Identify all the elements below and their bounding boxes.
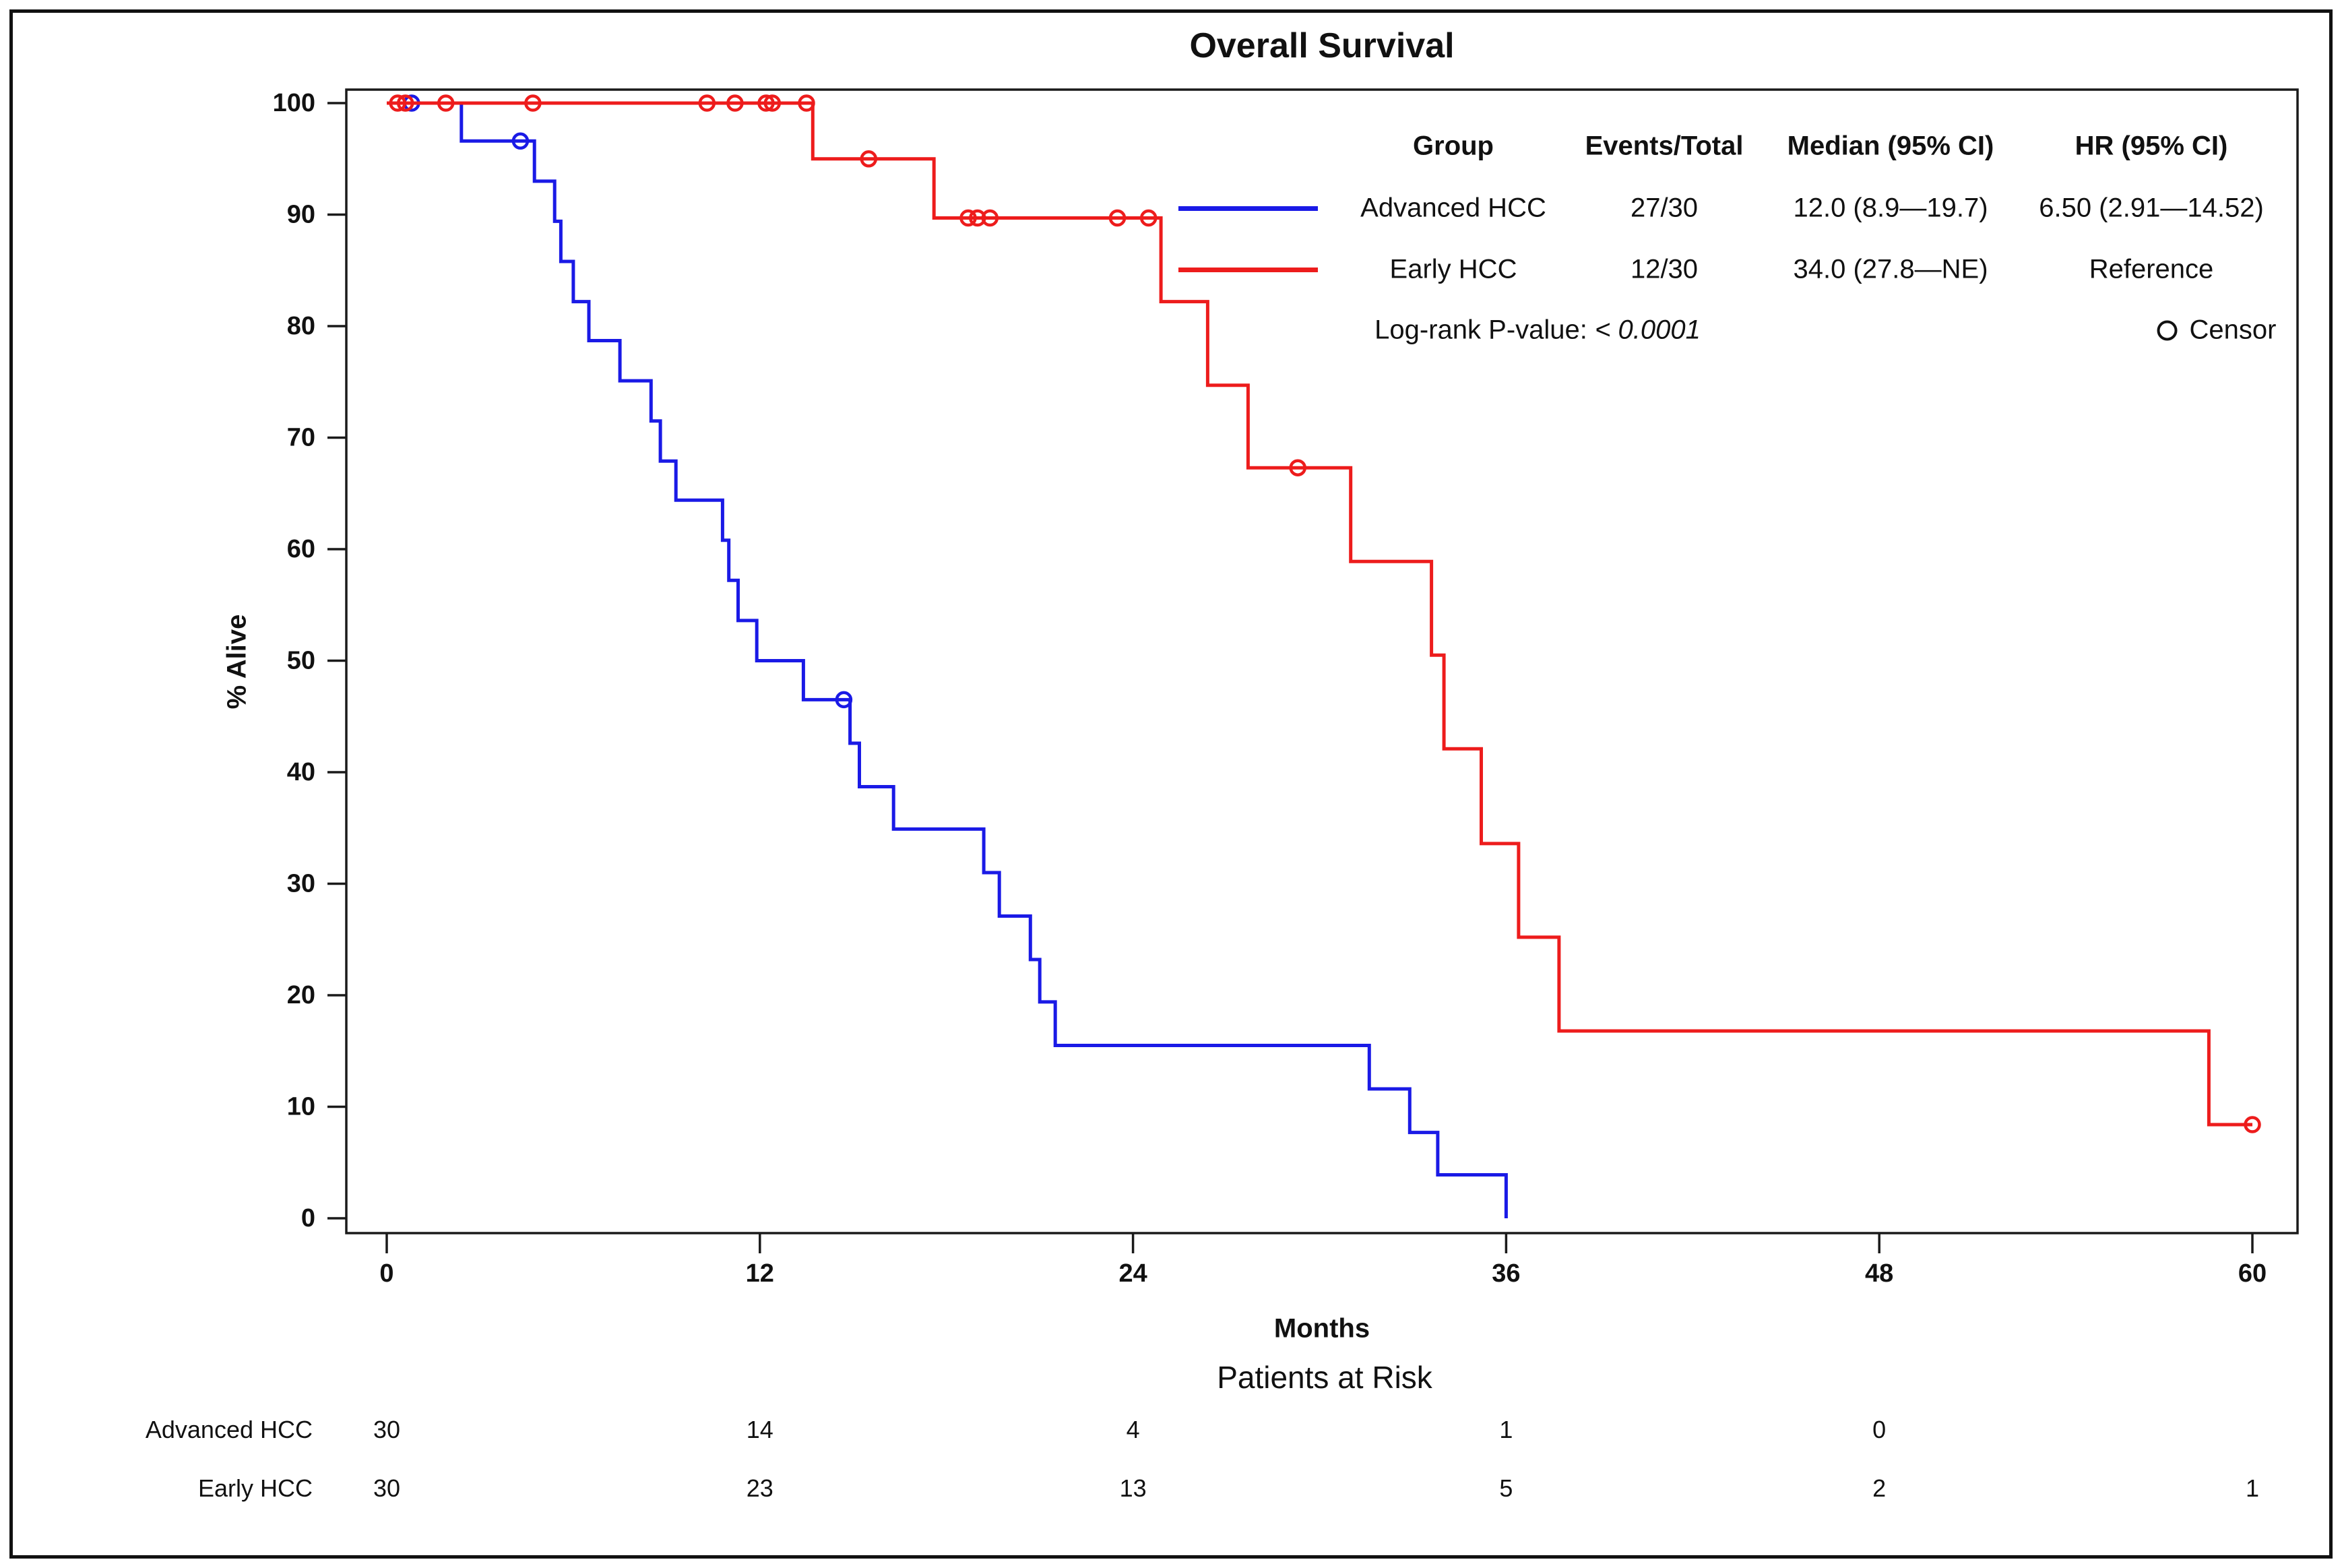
- risk-count: 30: [373, 1474, 401, 1502]
- legend-row-events: 27/30: [1630, 193, 1699, 223]
- legend-row-hr: 6.50 (2.91—14.52): [2039, 193, 2264, 223]
- censor-mark: [389, 94, 406, 112]
- censor-legend: Censor: [2157, 315, 2277, 346]
- y-tick-label: 70: [287, 424, 315, 452]
- x-tick-label: 24: [1118, 1259, 1147, 1288]
- censor-mark: [1108, 209, 1127, 227]
- censor-mark: [437, 94, 455, 112]
- censor-mark: [798, 94, 815, 112]
- risk-row-label-early-hcc: Early HCC: [197, 1474, 313, 1502]
- x-axis-title: Months: [1273, 1313, 1370, 1344]
- x-tick-label: 48: [1865, 1259, 1893, 1288]
- censor-mark: [396, 94, 414, 112]
- risk-count: 2: [1872, 1474, 1887, 1502]
- censor-mark: [860, 150, 878, 168]
- survival-curve-advanced-hcc: [387, 101, 1508, 1218]
- legend-row-median: 34.0 (27.8—NE): [1793, 254, 1988, 284]
- censor-mark: [2244, 1116, 2261, 1133]
- legend-header-events: Events/Total: [1585, 131, 1744, 161]
- y-tick-label: 80: [287, 312, 315, 340]
- risk-count: 0: [1872, 1416, 1887, 1443]
- image-border: [9, 9, 2333, 1559]
- x-tick-label: 36: [1492, 1259, 1520, 1288]
- legend-line-early-hcc: [1178, 268, 1318, 272]
- risk-count: 30: [373, 1416, 401, 1443]
- risk-count: 23: [746, 1474, 773, 1502]
- risk-count: 1: [2245, 1474, 2260, 1502]
- logrank-pvalue: Log-rank P-value: < 0.0001: [1374, 315, 1701, 346]
- plot-frame: [345, 88, 2299, 1234]
- y-axis-title: % Alive: [222, 614, 252, 710]
- legend-header-hr: HR (95% CI): [2075, 131, 2228, 161]
- chart-title: Overall Survival: [1189, 26, 1455, 65]
- censor-mark: [524, 94, 542, 112]
- legend-row-median: 12.0 (8.9—19.7): [1793, 193, 1988, 223]
- censor-mark: [981, 209, 999, 227]
- y-tick-label: 60: [287, 535, 315, 563]
- risk-row-label-advanced-hcc: Advanced HCC: [145, 1416, 313, 1443]
- risk-count: 14: [746, 1416, 773, 1443]
- y-tick-label: 100: [273, 89, 315, 117]
- censor-icon: [2157, 320, 2178, 340]
- censor-mark: [726, 94, 744, 112]
- legend-row-group: Advanced HCC: [1360, 193, 1546, 223]
- y-tick-label: 30: [287, 870, 315, 898]
- risk-count: 1: [1499, 1416, 1513, 1443]
- logrank-label: Log-rank P-value:: [1374, 315, 1587, 345]
- legend-line-advanced-hcc: [1178, 206, 1318, 211]
- risk-count: 4: [1126, 1416, 1140, 1443]
- legend-row-events: 12/30: [1630, 254, 1699, 284]
- risk-count: 5: [1499, 1474, 1513, 1502]
- y-tick-label: 50: [287, 647, 315, 675]
- legend-header-median: Median (95% CI): [1787, 131, 1994, 161]
- censor-mark: [1139, 209, 1158, 227]
- y-tick-label: 10: [287, 1093, 315, 1121]
- risk-table-title: Patients at Risk: [1217, 1360, 1432, 1395]
- censor-mark: [757, 94, 775, 112]
- y-tick-label: 90: [287, 201, 315, 229]
- x-tick-label: 12: [746, 1259, 774, 1288]
- legend-row-group: Early HCC: [1389, 254, 1517, 284]
- y-tick-label: 0: [301, 1204, 315, 1232]
- y-tick-label: 20: [287, 981, 315, 1009]
- legend-header-group: Group: [1413, 131, 1494, 161]
- censor-mark: [1289, 459, 1306, 476]
- censor-mark: [835, 691, 853, 709]
- x-tick-label: 0: [379, 1259, 393, 1288]
- risk-count: 13: [1119, 1474, 1147, 1502]
- censor-mark: [763, 94, 782, 112]
- censor-label: Censor: [2189, 315, 2277, 345]
- censor-mark: [959, 209, 977, 227]
- censor-mark: [698, 94, 716, 112]
- censor-mark: [969, 209, 986, 227]
- legend-row-hr: Reference: [2089, 254, 2214, 284]
- x-tick-label: 60: [2238, 1259, 2267, 1288]
- y-tick-label: 40: [287, 758, 315, 786]
- logrank-value: < 0.0001: [1595, 315, 1701, 345]
- censor-mark: [511, 132, 530, 150]
